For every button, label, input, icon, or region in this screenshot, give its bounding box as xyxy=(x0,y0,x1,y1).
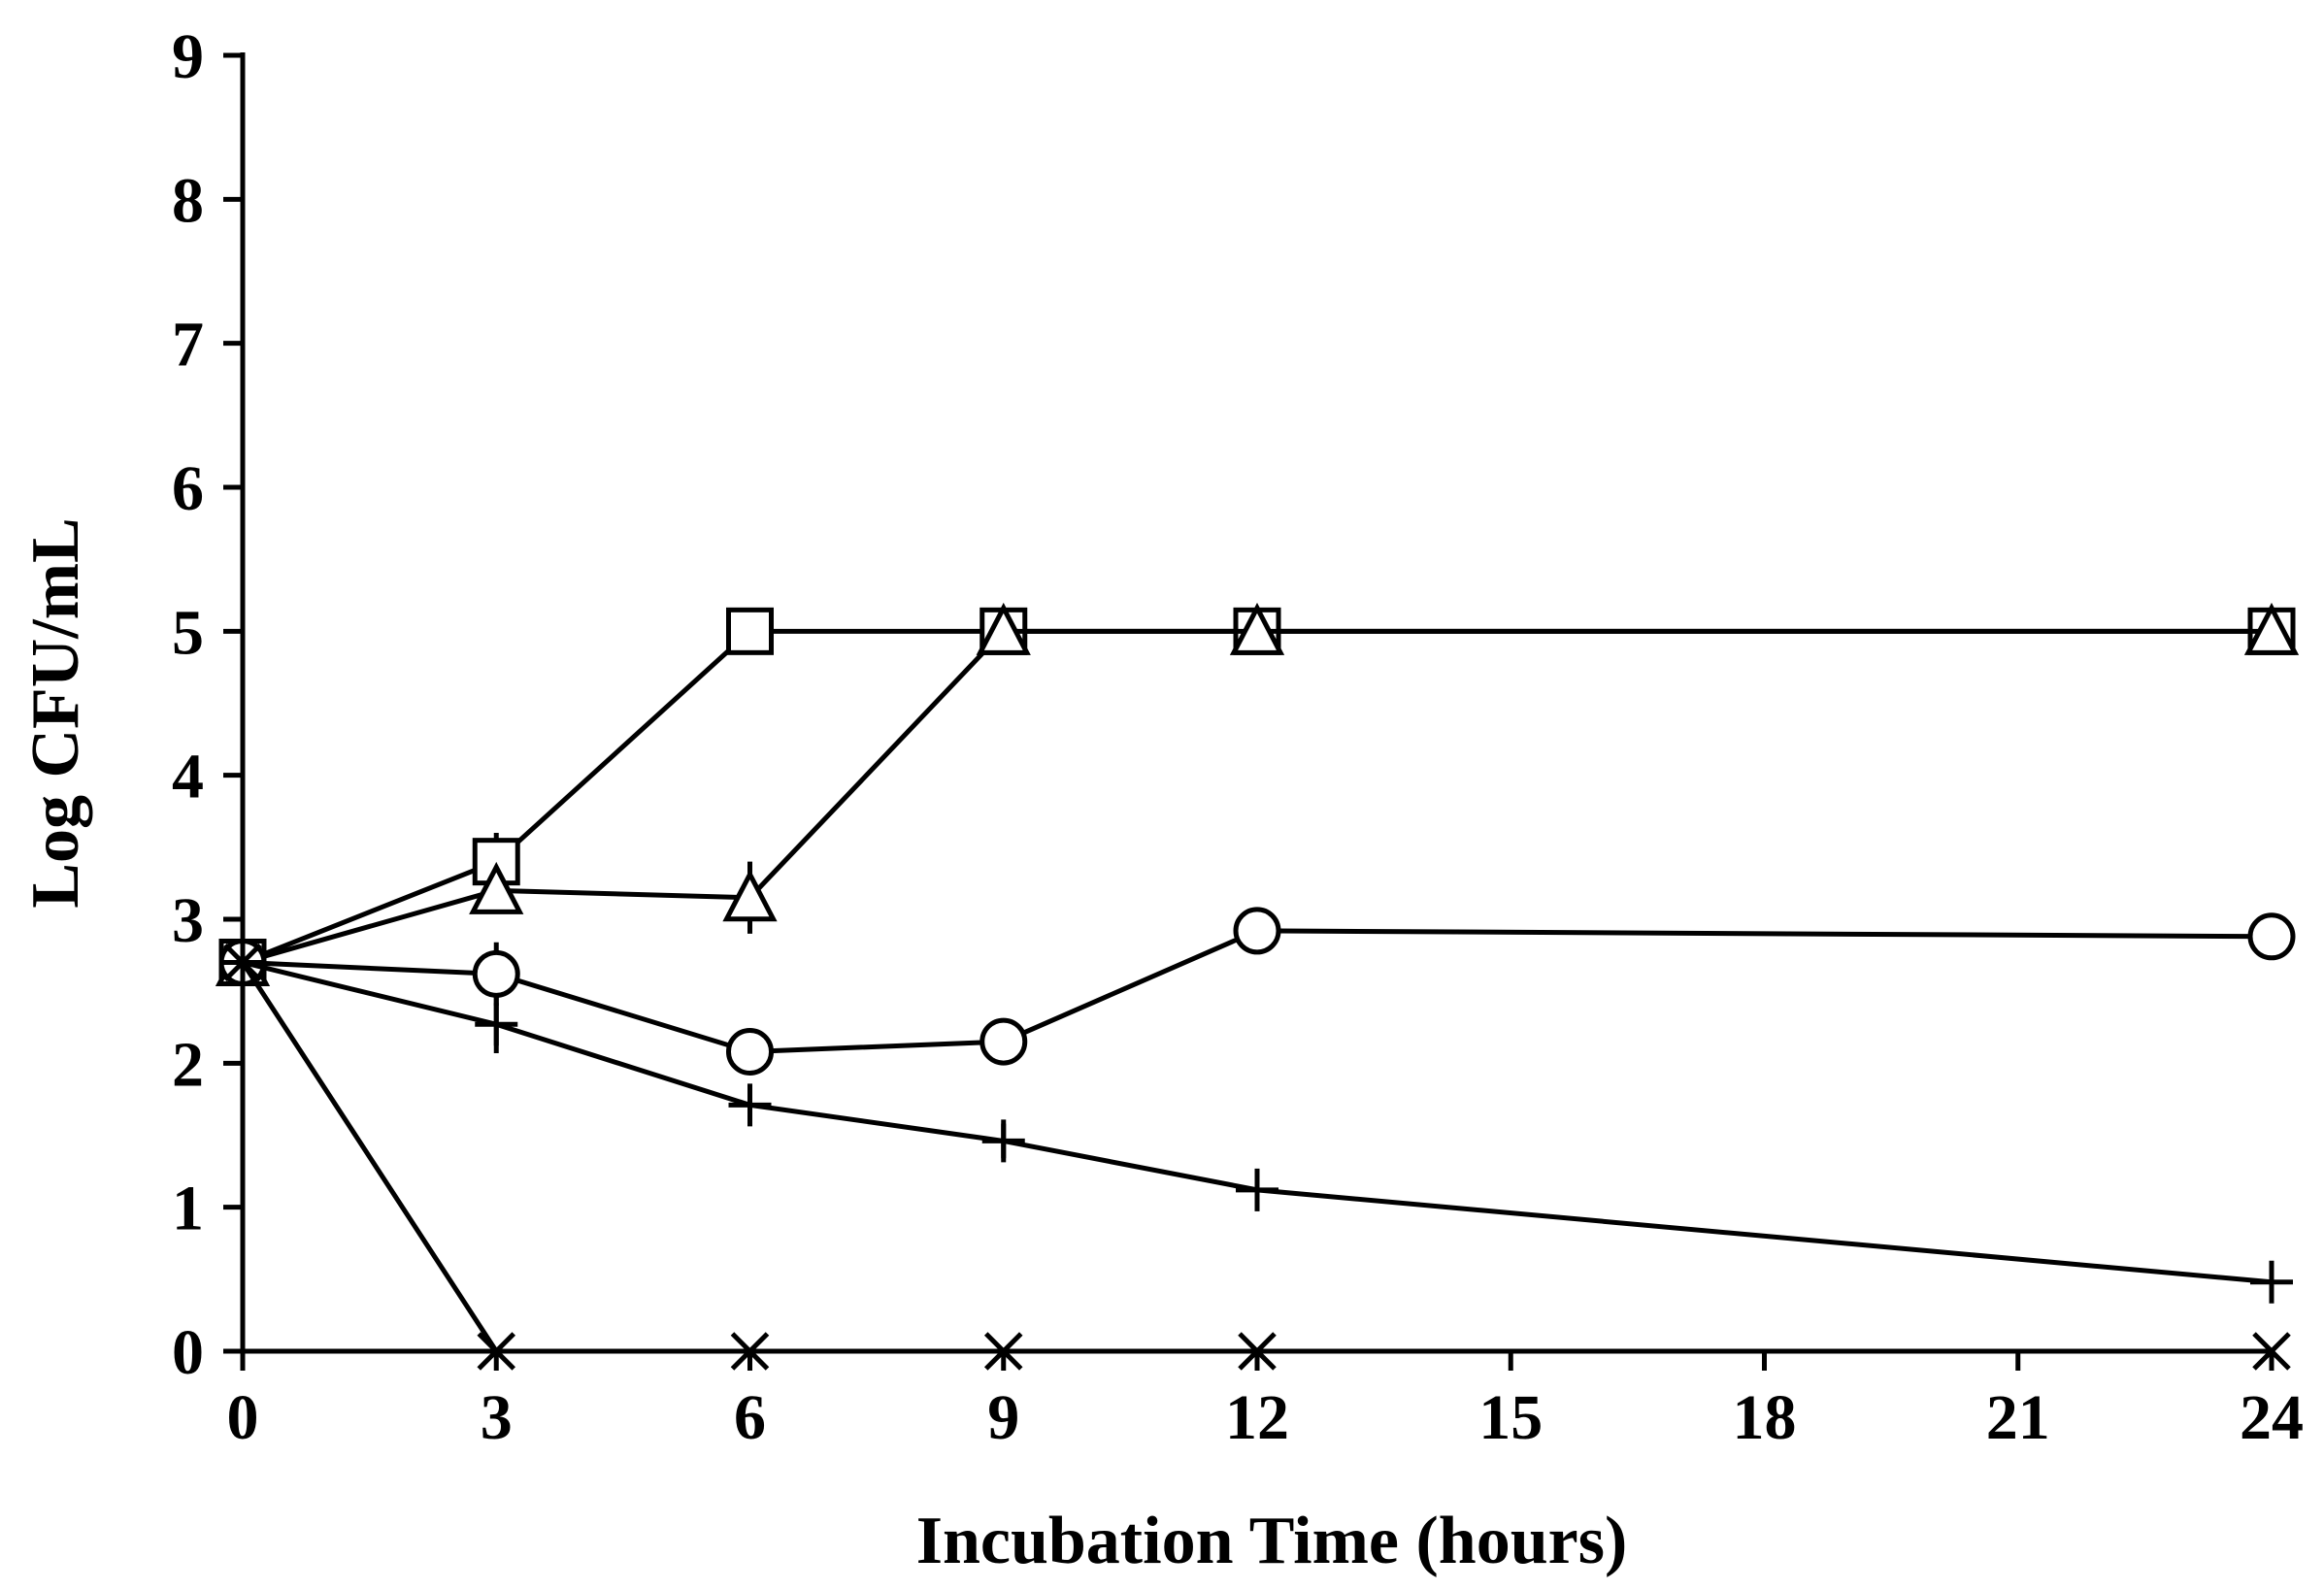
series-triangle xyxy=(215,602,2300,986)
y-tick-label-2: 2 xyxy=(172,1029,204,1100)
point-circle-12 xyxy=(1233,907,1281,955)
point-circle-24 xyxy=(2247,912,2296,961)
y-tick-label-7: 7 xyxy=(172,310,204,381)
series-plus xyxy=(221,941,2293,1304)
x-tick-label-21: 21 xyxy=(1986,1382,2050,1453)
plot-area xyxy=(215,602,2300,1371)
point-plus-3 xyxy=(475,1003,518,1046)
point-circle-9 xyxy=(979,1017,1028,1066)
y-tick-label-3: 3 xyxy=(172,885,204,956)
y-tick-label-4: 4 xyxy=(172,742,204,812)
point-circle-3 xyxy=(472,949,520,998)
y-tick-label-9: 9 xyxy=(172,21,204,92)
x-tick-label-15: 15 xyxy=(1478,1382,1543,1453)
point-plus-12 xyxy=(1236,1168,1278,1211)
point-triangle-24 xyxy=(2243,602,2300,655)
point-square-6 xyxy=(726,607,774,655)
point-triangle-6 xyxy=(722,869,778,922)
y-tick-label-5: 5 xyxy=(172,597,204,668)
x-tick-label-9: 9 xyxy=(987,1382,1019,1453)
series-line-cross xyxy=(240,961,2272,1354)
y-tick-label-0: 0 xyxy=(172,1317,204,1388)
x-tick-label-24: 24 xyxy=(2240,1382,2304,1453)
point-circle-6 xyxy=(726,1027,774,1076)
series-line-circle xyxy=(242,928,2273,1054)
point-triangle-9 xyxy=(976,602,1031,655)
x-tick-label-12: 12 xyxy=(1225,1382,1289,1453)
x-tick-label-3: 3 xyxy=(481,1382,513,1453)
series-line-plus xyxy=(242,960,2273,1285)
y-tick-label-6: 6 xyxy=(172,453,204,524)
point-triangle-3 xyxy=(469,861,524,914)
y-tick-label-8: 8 xyxy=(172,165,204,236)
x-tick-label-6: 6 xyxy=(734,1382,766,1453)
series-cross xyxy=(223,943,2291,1371)
y-ticks: 0 1 2 3 4 5 6 7 8 9 xyxy=(172,21,243,1388)
point-plus-6 xyxy=(728,1083,772,1127)
y-axis-title: Log CFU/mL xyxy=(18,517,93,909)
x-tick-label-0: 0 xyxy=(227,1382,259,1453)
x-tick-label-18: 18 xyxy=(1733,1382,1797,1453)
point-plus-24 xyxy=(2250,1260,2293,1304)
x-ticks: 0 3 6 9 12 15 18 21 24 xyxy=(227,1351,2304,1453)
series-circle xyxy=(218,907,2296,1076)
y-tick-label-1: 1 xyxy=(172,1174,204,1244)
point-plus-9 xyxy=(981,1119,1025,1163)
point-triangle-12 xyxy=(1229,602,1285,655)
series-line-triangle xyxy=(242,628,2272,965)
x-axis-title: Incubation Time (hours) xyxy=(916,1504,1628,1578)
